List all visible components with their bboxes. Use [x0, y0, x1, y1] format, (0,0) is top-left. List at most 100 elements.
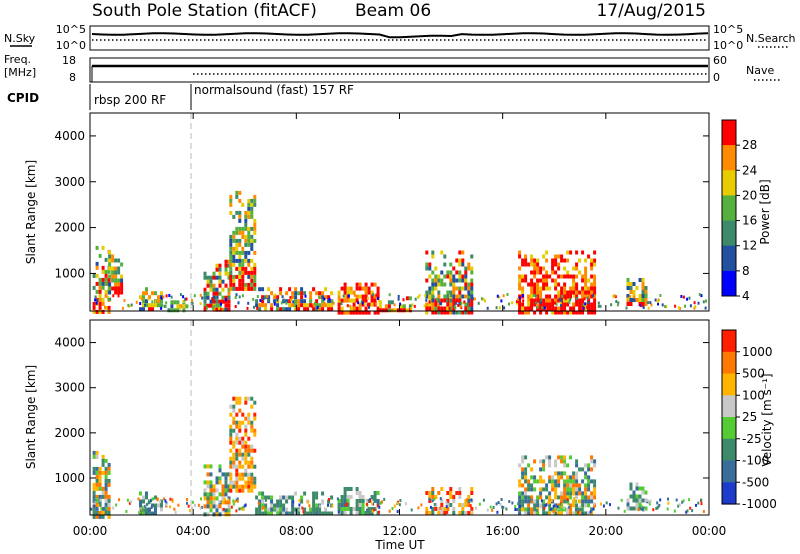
- echo-cell: [235, 440, 239, 445]
- echo-cell: [458, 290, 462, 295]
- echo-cell: [261, 299, 265, 304]
- echo-cell: [227, 291, 231, 296]
- noise-cell: [626, 294, 629, 298]
- echo-cell: [518, 254, 522, 259]
- echo-cell: [176, 308, 180, 313]
- colorbar-tick-label: 4: [742, 289, 750, 303]
- echo-cell: [467, 294, 471, 299]
- noise-cell: [530, 500, 533, 504]
- echo-cell: [253, 286, 257, 291]
- echo-cell: [229, 440, 233, 445]
- echo-cell: [343, 499, 347, 503]
- echo-cell: [581, 511, 585, 516]
- echo-cell: [154, 291, 157, 296]
- echo-cell: [557, 274, 561, 279]
- echo-cell: [578, 306, 582, 311]
- colorbar-tick-label: 20: [742, 188, 757, 202]
- echo-cell: [638, 278, 642, 282]
- echo-cell: [337, 507, 341, 511]
- echo-cell: [575, 475, 579, 480]
- echo-cell: [232, 278, 236, 283]
- echo-cell: [95, 265, 99, 270]
- noise-cell: [413, 304, 416, 308]
- echo-cell: [235, 238, 239, 243]
- colorbar-swatch: [722, 120, 736, 146]
- noise-cell: [432, 295, 435, 299]
- echo-cell: [294, 287, 298, 292]
- echo-cell: [349, 495, 353, 499]
- echo-cell: [387, 308, 391, 313]
- echo-cell: [253, 484, 257, 489]
- echo-cell: [250, 274, 254, 279]
- echo-cell: [215, 512, 219, 517]
- echo-cell: [241, 274, 245, 279]
- echo-cell: [644, 290, 648, 294]
- echo-cell: [572, 503, 576, 508]
- ytick-label: 1000: [54, 471, 85, 485]
- echo-cell: [238, 254, 242, 259]
- echo-cell: [241, 258, 245, 263]
- echo-cell: [545, 511, 549, 516]
- noise-cell: [589, 510, 592, 514]
- noise-cell: [697, 501, 700, 505]
- echo-cell: [554, 254, 558, 259]
- echo-cell: [557, 455, 561, 460]
- echo-cell: [346, 487, 350, 491]
- echo-cell: [244, 254, 248, 259]
- echo-cell: [428, 491, 432, 495]
- echo-cell: [238, 190, 242, 195]
- echo-cell: [626, 286, 630, 290]
- echo-cell: [241, 464, 245, 469]
- noise-cell: [465, 498, 468, 502]
- echo-cell: [575, 471, 579, 476]
- echo-cell: [578, 258, 582, 263]
- echo-cell: [428, 511, 432, 515]
- noise-cell: [96, 298, 99, 302]
- echo-cell: [232, 282, 236, 287]
- echo-cell: [587, 467, 591, 472]
- echo-cell: [117, 290, 121, 295]
- echo-cell: [107, 510, 111, 515]
- noise-cell: [375, 505, 378, 509]
- echo-cell: [215, 307, 219, 312]
- echo-cell: [572, 306, 576, 311]
- noise-cell: [615, 300, 618, 303]
- echo-cell: [232, 408, 236, 413]
- noise-cell: [698, 293, 701, 296]
- echo-cell: [527, 310, 531, 315]
- echo-cell: [455, 310, 459, 315]
- echo-cell: [244, 250, 248, 255]
- echo-cell: [95, 466, 99, 471]
- noise-cell: [378, 505, 381, 509]
- echo-cell: [104, 305, 108, 310]
- echo-cell: [306, 303, 310, 308]
- noise-cell: [693, 301, 696, 305]
- echo-cell: [566, 491, 570, 496]
- noise-cell: [645, 293, 648, 297]
- echo-cell: [632, 494, 636, 499]
- ytick-label: 2000: [54, 221, 85, 235]
- noise-cell: [602, 504, 605, 508]
- echo-cell: [218, 299, 222, 304]
- echo-cell: [355, 310, 359, 315]
- echo-cell: [560, 459, 564, 464]
- echo-cell: [530, 270, 534, 275]
- echo-cell: [587, 278, 591, 283]
- echo-cell: [145, 491, 148, 496]
- echo-cell: [221, 279, 225, 284]
- echo-cell: [584, 258, 588, 263]
- noise-cell: [256, 306, 259, 310]
- noise-cell: [399, 302, 402, 306]
- echo-cell: [297, 291, 301, 296]
- noise-cell: [688, 498, 691, 502]
- echo-cell: [247, 206, 251, 211]
- echo-cell: [431, 495, 435, 499]
- echo-cell: [626, 498, 630, 503]
- echo-cell: [218, 476, 222, 481]
- noise-cell: [579, 505, 582, 509]
- echo-cell: [340, 495, 344, 499]
- noise-cell: [211, 297, 214, 301]
- noise-cell: [680, 295, 683, 298]
- noise-cell: [236, 497, 239, 501]
